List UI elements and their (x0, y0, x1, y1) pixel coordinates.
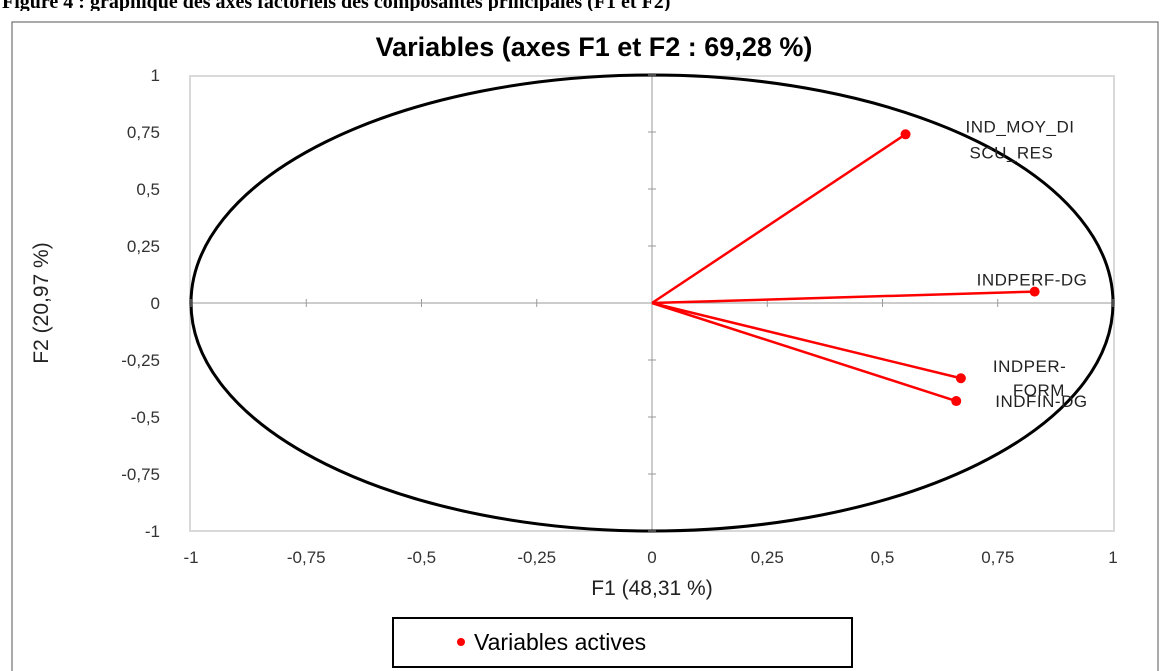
x-tick-label: -0,25 (517, 548, 556, 567)
figure-caption: Figure 4 : graphique des axes factoriels… (2, 0, 671, 11)
variable-point (900, 129, 911, 140)
x-tick-label: 0 (647, 548, 656, 567)
y-tick-label: -0,75 (121, 465, 160, 484)
x-axis-title: F1 (48,31 %) (591, 577, 712, 600)
x-tick-label: -0,75 (287, 548, 326, 567)
legend-label: Variables actives (474, 629, 646, 655)
variable-vectors (651, 129, 1040, 407)
y-axis-title: F2 (20,97 %) (30, 242, 53, 363)
variable-vector (651, 133, 907, 305)
legend-box (392, 617, 853, 668)
variable-point (1029, 286, 1040, 297)
legend-marker (457, 638, 465, 646)
y-tick-label: 1 (151, 66, 160, 85)
y-tick-label: -0,5 (131, 408, 160, 427)
x-tick-label: -0,5 (407, 548, 436, 567)
point-label: INDPER-FORM (993, 357, 1066, 400)
x-tick-label: -1 (183, 548, 198, 567)
chart-title: Variables (axes F1 et F2 : 69,28 %) (376, 32, 813, 62)
variable-point (951, 396, 962, 407)
point-labels: IND_MOY_DI SCU_RES INDPERF-DG INDPER-FORMIN… (966, 117, 1088, 411)
point-label: IND_MOY_DI SCU_RES (966, 117, 1075, 162)
x-tick-label: 0,5 (871, 548, 895, 567)
variable-vector (651, 301, 957, 403)
y-tick-label: 0 (151, 294, 160, 313)
point-label: INDPERF-DG (977, 271, 1088, 290)
variable-vector (651, 290, 1035, 305)
axis-ticks: -1 -0,75 -0,5 -0,25 0 0,25 0,5 0,75 1 1 0,75 0,5 0,2… (121, 66, 1117, 567)
y-tick-label: -1 (145, 522, 160, 541)
x-tick-label: 0,25 (751, 548, 784, 567)
variable-point (955, 373, 966, 384)
point-label: INDFIN-DG (995, 392, 1087, 411)
y-tick-label: 0,5 (136, 180, 160, 199)
legend: Variables actives (392, 617, 853, 668)
x-tick-label: 0,75 (981, 548, 1014, 567)
y-tick-label: 0,25 (127, 237, 160, 256)
y-tick-label: -0,25 (121, 351, 160, 370)
x-tick-label: 1 (1108, 548, 1117, 567)
y-tick-label: 0,75 (127, 123, 160, 142)
variable-vector (651, 301, 962, 380)
